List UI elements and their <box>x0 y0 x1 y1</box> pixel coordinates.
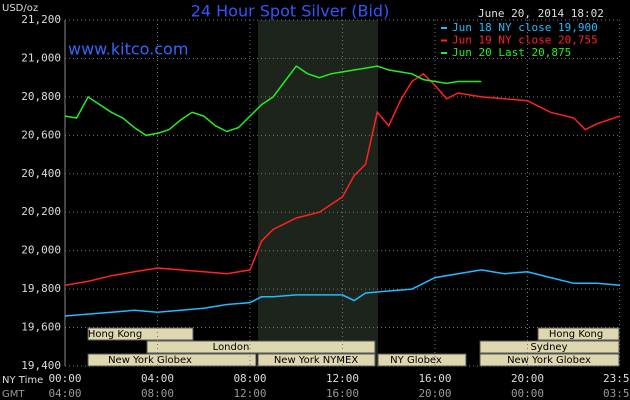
session-box <box>87 353 257 367</box>
session-label: New York Globex <box>507 355 591 366</box>
y-tick-label: 20,000 <box>21 244 61 257</box>
session-box <box>87 327 194 341</box>
session-box <box>537 327 620 341</box>
price-line <box>64 72 621 287</box>
timestamp: June 20, 2014 18:02 <box>478 7 604 20</box>
x-tick-label: 16:00 <box>418 372 451 385</box>
price-line <box>64 65 482 137</box>
watermark: www.kitco.com <box>68 40 188 59</box>
y-tick-label: 21,200 <box>21 13 61 26</box>
session-box <box>146 340 376 354</box>
price-line <box>64 269 621 317</box>
session-label: London <box>213 342 250 353</box>
y-tick-label: 20,600 <box>21 128 61 141</box>
x-tick-label: 20:00 <box>511 372 544 385</box>
y-tick-label: 19,400 <box>21 359 61 372</box>
y-tick-label: 19,800 <box>21 282 61 295</box>
legend-label: Jun 20 Last 20,875 <box>452 46 571 59</box>
session-label: NY Globex <box>390 355 442 366</box>
session-box <box>479 340 620 354</box>
x-tick-label: 00:00 <box>48 372 81 385</box>
x-tick-label-gmt: 20:00 <box>418 387 451 400</box>
x-tick-label-gmt: 08:00 <box>141 387 174 400</box>
x-row-label: GMT <box>2 389 25 400</box>
x-tick-label-gmt: 00:00 <box>511 387 544 400</box>
x-tick-label: 04:00 <box>141 372 174 385</box>
x-tick-label: 23:59 <box>603 372 630 385</box>
y-axis-label: USD/oz <box>2 3 38 14</box>
session-box <box>257 353 376 367</box>
x-tick-label-gmt: 03:59 <box>603 387 630 400</box>
session-label: Hong Kong <box>549 329 603 340</box>
x-tick-label-gmt: 12:00 <box>233 387 266 400</box>
legend-label: Jun 18 NY close 19,900 <box>452 21 598 34</box>
session-label: New York Globex <box>108 355 192 366</box>
y-tick-label: 20,200 <box>21 205 61 218</box>
x-tick-label: 08:00 <box>233 372 266 385</box>
session-label: Hong Kong <box>88 329 142 340</box>
x-tick-label: 12:00 <box>326 372 359 385</box>
y-tick-label: 21,000 <box>21 51 61 64</box>
y-tick-label: 20,800 <box>21 90 61 103</box>
chart-title: 24 Hour Spot Silver (Bid) <box>191 2 390 21</box>
x-row-label: NY Time <box>2 375 43 386</box>
x-tick-label-gmt: 04:00 <box>48 387 81 400</box>
session-shade <box>258 20 378 366</box>
legend-label: Jun 19 NY close 20,755 <box>452 34 598 47</box>
session-label: Sydney <box>530 342 567 353</box>
sessions: Hong Kong London New York Globex New Yor… <box>87 327 620 367</box>
y-tick-label: 20,400 <box>21 167 61 180</box>
session-label: New York NYMEX <box>274 355 359 366</box>
y-tick-label: 19,600 <box>21 321 61 334</box>
x-tick-label-gmt: 16:00 <box>326 387 359 400</box>
